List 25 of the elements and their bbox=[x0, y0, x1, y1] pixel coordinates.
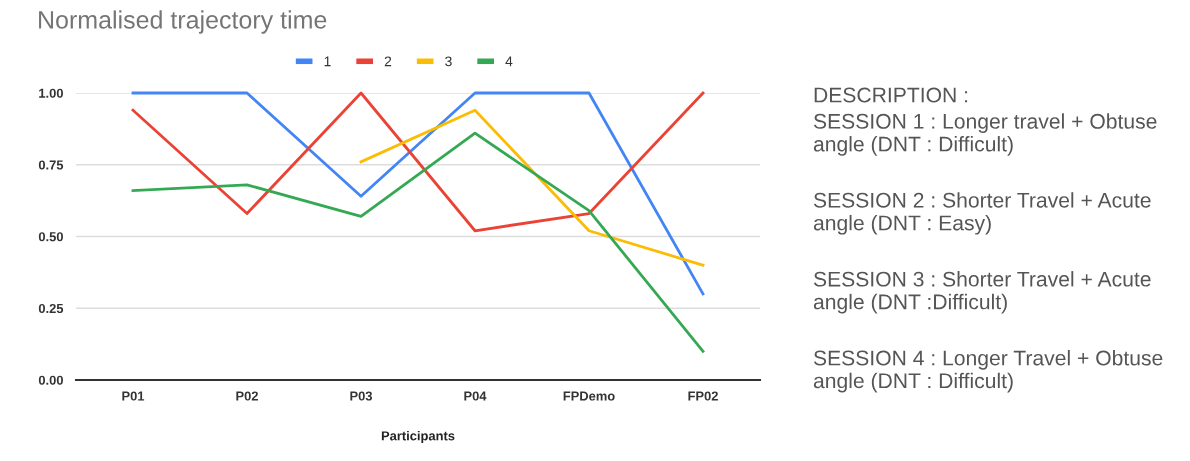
text: SESSION 3 : Shorter Travel + Acute angle (DNT :Difficult) bbox=[813, 271, 1151, 314]
text: SESSION 1 : Longer travel + Obtuse angle (DNT : Difficult) bbox=[813, 113, 1157, 156]
text: SESSION 4 : Longer Travel + Obtuse angle (DNT : Difficult) bbox=[813, 350, 1163, 393]
x-tick-label: P03 bbox=[350, 391, 373, 401]
x-tick-label: P01 bbox=[122, 391, 145, 401]
legend-label: 2 bbox=[384, 56, 392, 67]
text: SESSION 2 : Shorter Travel + Acute angle (DNT : Easy) bbox=[813, 192, 1151, 235]
y-tick-label: 0.50 bbox=[38, 232, 63, 242]
line-series bbox=[359, 108, 705, 267]
x-tick-label: P02 bbox=[236, 391, 258, 401]
chart-title: Normalised trajectory time bbox=[39, 10, 327, 34]
y-tick-label: 0.00 bbox=[38, 375, 63, 385]
text: DESCRIPTION : bbox=[814, 87, 968, 103]
x-axis-title: Participants bbox=[381, 430, 455, 443]
x-tick-label: FPDemo bbox=[563, 391, 615, 401]
y-tick-label: 0.25 bbox=[38, 303, 64, 314]
x-tick-label: P04 bbox=[464, 391, 487, 401]
line-series bbox=[131, 91, 705, 233]
x-tick-label: FP02 bbox=[688, 391, 718, 401]
line-series bbox=[131, 131, 705, 353]
legend-label: 3 bbox=[445, 56, 452, 67]
y-tick-label: 0.75 bbox=[38, 160, 64, 170]
legend-label: 1 bbox=[324, 56, 331, 67]
legend-label: 4 bbox=[505, 56, 513, 67]
y-tick-label: 1.00 bbox=[39, 88, 63, 98]
